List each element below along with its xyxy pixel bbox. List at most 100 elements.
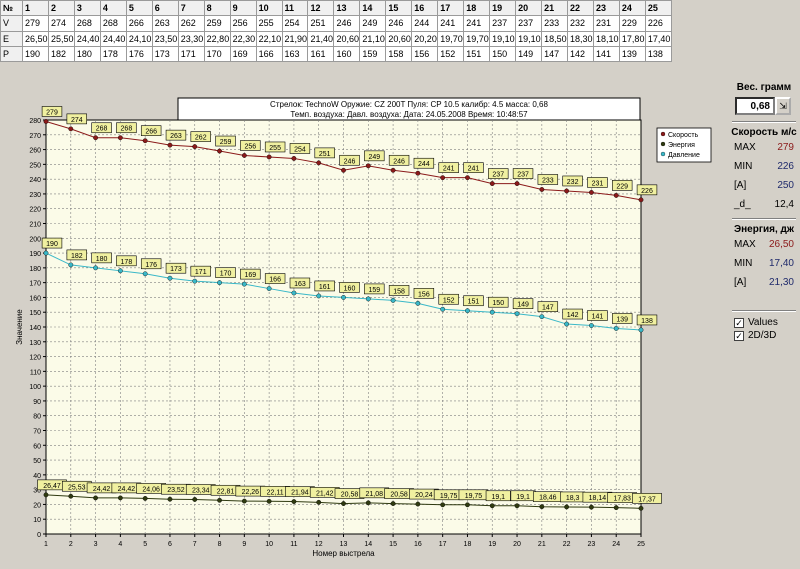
energy-max-row: MAX 26,50 <box>728 235 800 254</box>
y-tick-label: 280 <box>29 118 41 125</box>
data-label: 149 <box>517 302 529 309</box>
table-corner-cell: № <box>0 0 23 17</box>
y-tick-label: 90 <box>33 399 41 406</box>
table-header-cell: 3 <box>73 0 101 17</box>
legend-entry: Энергия <box>668 142 695 149</box>
table-cell: 24,40 <box>99 30 127 47</box>
data-label: 244 <box>418 161 430 168</box>
data-label-box <box>488 296 509 308</box>
table-header-cell: 7 <box>177 0 205 17</box>
table-cell: 24,40 <box>73 30 101 47</box>
data-label: 249 <box>368 154 380 161</box>
data-label: 26,47 <box>43 483 61 490</box>
data-point <box>514 503 520 509</box>
y-tick-label: 50 <box>33 458 41 465</box>
table-header-cell: 16 <box>411 0 439 17</box>
stat-label: MIN <box>734 161 753 172</box>
table-cell: 22,10 <box>255 30 283 47</box>
y-tick-label: 30 <box>33 488 41 495</box>
data-point <box>241 153 247 158</box>
data-label-box <box>438 162 459 173</box>
table-cell: 23,30 <box>177 30 205 47</box>
data-label-box <box>91 252 112 264</box>
data-point <box>465 175 470 181</box>
table-cell: 244 <box>411 15 439 32</box>
data-label: 24,06 <box>142 486 160 493</box>
chart-header-line1: Стрелок: TechnoW Оружие: CZ 200T Пуля: C… <box>270 100 548 109</box>
x-tick-label: 7 <box>193 541 197 548</box>
legend-marker <box>660 131 666 137</box>
y-tick-label: 220 <box>29 207 41 214</box>
table-cell: 26,50 <box>22 30 49 47</box>
view-2d3d-checkbox[interactable]: ✓ 2D/3D <box>728 329 800 342</box>
table-cell: 229 <box>618 15 646 32</box>
stat-label: [A] <box>734 180 747 191</box>
data-label-box <box>190 131 211 142</box>
data-label-box <box>636 314 658 326</box>
data-label: 24,42 <box>93 486 111 493</box>
table-cell: 19,70 <box>437 30 465 47</box>
speed-d-row: _d_ 12,4 <box>728 195 800 214</box>
data-point <box>167 142 173 148</box>
data-point <box>365 500 371 506</box>
data-point <box>489 503 495 509</box>
table-cell: 21,40 <box>307 30 335 47</box>
table-cell: 259 <box>203 15 231 32</box>
data-label-box <box>612 180 633 191</box>
data-point <box>316 293 322 299</box>
data-point <box>167 275 173 281</box>
values-checkbox[interactable]: ✓ Values <box>728 316 800 329</box>
weight-title: Вес. грамм <box>736 82 792 93</box>
data-label-box <box>463 162 484 173</box>
legend-entry: Скорость <box>668 132 699 139</box>
x-tick-label: 10 <box>265 541 273 548</box>
data-point <box>341 167 346 173</box>
data-label: 255 <box>269 145 281 152</box>
data-point <box>341 295 346 300</box>
table-cell: 22,30 <box>229 30 257 47</box>
table-cell: 166 <box>255 45 283 63</box>
table-header-cell: 20 <box>515 0 543 17</box>
table-cell: 23,50 <box>151 30 179 47</box>
checkmark-icon: ✓ <box>734 330 744 341</box>
data-point <box>192 278 198 284</box>
y-tick-label: 170 <box>29 281 41 288</box>
data-label: 20,58 <box>390 492 408 499</box>
data-point <box>390 297 396 303</box>
table-cell: 151 <box>463 45 491 63</box>
data-point <box>93 265 98 271</box>
values-checkbox-label: Values <box>748 317 778 328</box>
data-label-box <box>612 313 633 324</box>
data-label: 19,1 <box>516 494 530 501</box>
table-cell: 237 <box>515 15 543 32</box>
data-label: 241 <box>443 166 455 173</box>
table-cell: 241 <box>437 15 465 32</box>
chart-header-line2: Темп. воздуха: Давл. воздуха: Дата: 24.0… <box>290 110 528 119</box>
weight-apply-button[interactable]: ⇲ <box>775 97 791 115</box>
data-label: 147 <box>542 305 554 312</box>
legend-box <box>656 127 712 163</box>
table-header-cell: 22 <box>567 0 594 17</box>
data-point <box>390 501 396 506</box>
x-tick-label: 3 <box>94 541 98 548</box>
data-label: 139 <box>616 316 628 323</box>
table-header-cell: 14 <box>359 0 387 17</box>
data-label-box <box>264 141 286 153</box>
legend-entry: Давление <box>668 152 700 159</box>
weight-input[interactable] <box>735 97 775 115</box>
table-header-cell: 5 <box>125 0 153 17</box>
table-header-cell: 19 <box>489 0 517 17</box>
data-point <box>192 497 198 502</box>
stat-label: MAX <box>734 239 756 250</box>
data-point <box>117 495 123 501</box>
x-tick-label: 6 <box>168 541 172 548</box>
data-point <box>514 181 520 186</box>
data-label-box <box>240 268 261 280</box>
data-label: 266 <box>145 129 157 136</box>
data-point <box>117 135 123 141</box>
table-header-cell: 24 <box>618 0 646 17</box>
table-cell: 141 <box>592 45 620 63</box>
data-label-box <box>215 135 236 147</box>
speed-max-row: MAX 279 <box>728 138 800 157</box>
